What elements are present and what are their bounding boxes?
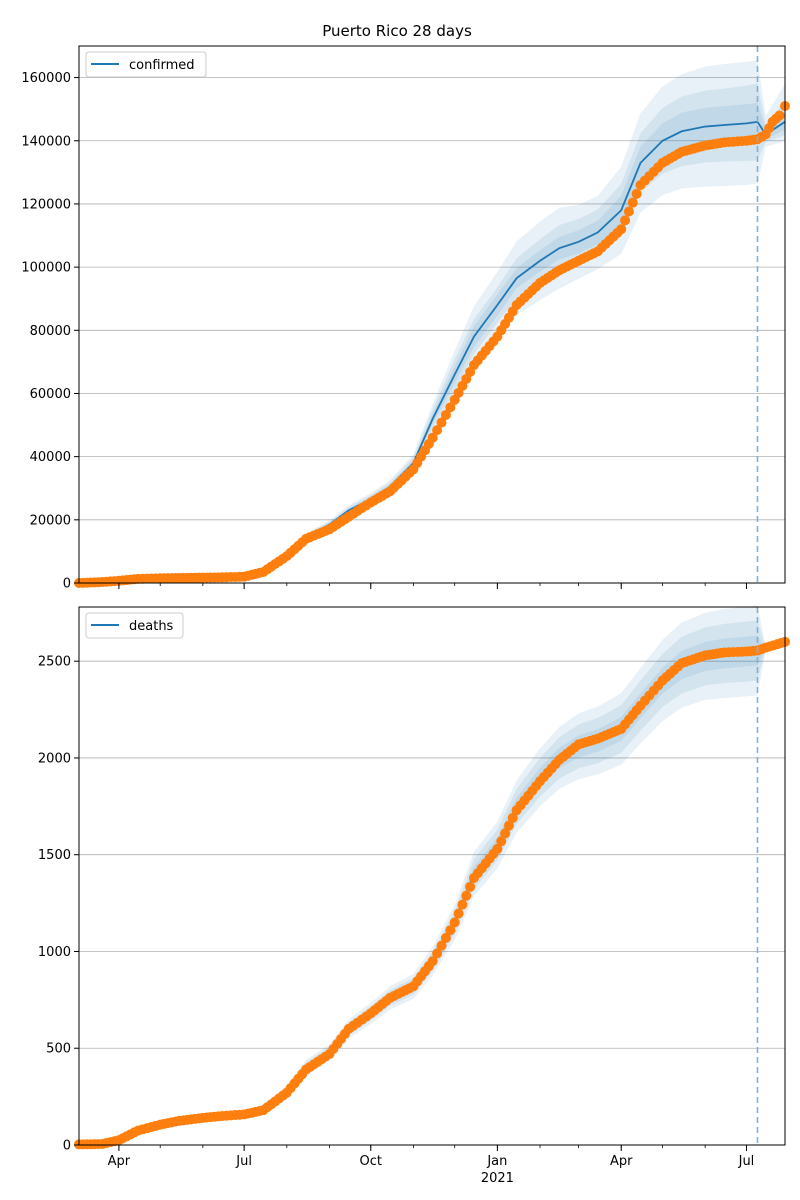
x-tick-label: Oct [360, 1154, 382, 1169]
confirmed-model [78, 120, 786, 584]
observed-point [500, 828, 511, 839]
x-tick-label: Apr [108, 1154, 131, 1169]
confirmed-legend: confirmed [85, 51, 207, 78]
observed-point [465, 881, 476, 892]
y-tick-label: 2500 [38, 655, 71, 670]
x-year-label: 2021 [481, 1171, 514, 1186]
model-line [78, 120, 786, 584]
observed-point [503, 820, 514, 831]
y-tick-label: 160000 [21, 71, 71, 86]
deaths-x-ticks: Apr Jul Oct Jan Apr Jul [108, 1145, 755, 1169]
uncertainty-band-3 [79, 635, 785, 1145]
y-tick-label: 0 [63, 577, 71, 592]
y-tick-label: 2000 [38, 751, 71, 766]
deaths-y-ticks: 0 500 1000 1500 2000 2500 [38, 655, 79, 1154]
observed-point [461, 890, 472, 901]
legend-label-deaths: deaths [129, 619, 174, 634]
y-tick-label: 80000 [30, 324, 71, 339]
y-tick-label: 100000 [21, 261, 71, 276]
observed-point [432, 948, 443, 959]
confirmed-grid [79, 77, 785, 584]
x-tick-label: Jul [235, 1154, 252, 1169]
observed-point [445, 925, 456, 936]
y-tick-label: 20000 [30, 513, 71, 528]
observed-point [440, 932, 451, 943]
uncertainty-band-2 [79, 83, 785, 583]
observed-point [457, 899, 468, 910]
confirmed-axes-frame [78, 45, 786, 584]
deaths-model [78, 640, 786, 1145]
observed-point [436, 940, 447, 951]
observed-point [427, 432, 438, 443]
confirmed-y-ticks: 0 20000 40000 60000 80000 100000 120000 140000 1… [21, 71, 79, 592]
legend-box [85, 51, 207, 78]
x-tick-label: Jan [486, 1154, 507, 1169]
observed-point [440, 409, 451, 420]
observed-point [627, 197, 638, 208]
legend-label-confirmed: confirmed [129, 58, 195, 73]
y-tick-label: 120000 [21, 197, 71, 212]
x-tick-label: Apr [610, 1154, 633, 1169]
observed-point [449, 917, 460, 928]
observed-point [453, 908, 464, 919]
uncertainty-band-1 [79, 60, 785, 583]
deaths-axes-frame [78, 606, 786, 1146]
confirmed-observed [74, 101, 790, 588]
y-tick-label: 1000 [38, 945, 71, 960]
observed-point [631, 188, 642, 199]
confirmed-panel: 0 20000 40000 60000 80000 100000 120000 140000 1… [21, 45, 790, 592]
y-tick-label: 60000 [30, 387, 71, 402]
confirmed-bands [79, 60, 785, 583]
uncertainty-band-1 [79, 605, 785, 1145]
observed-point [427, 956, 438, 967]
x-tick-label: Jul [738, 1154, 755, 1169]
chart-title: Puerto Rico 28 days [322, 22, 472, 40]
model-line [78, 640, 786, 1145]
observed-point [432, 425, 443, 436]
deaths-grid [79, 660, 785, 1146]
observed-point [507, 812, 518, 823]
observed-point [620, 215, 631, 226]
observed-point [774, 110, 785, 121]
observed-point [623, 206, 634, 217]
deaths-bands [79, 605, 785, 1145]
observed-point [616, 224, 627, 235]
y-tick-label: 1500 [38, 848, 71, 863]
legend-box [85, 612, 184, 639]
y-tick-label: 140000 [21, 134, 71, 149]
uncertainty-band-2 [79, 620, 785, 1145]
deaths-legend: deaths [85, 612, 184, 639]
y-tick-label: 40000 [30, 450, 71, 465]
observed-point [436, 417, 447, 428]
y-tick-label: 0 [63, 1139, 71, 1154]
confirmed-x-ticks [118, 583, 747, 589]
observed-point [496, 836, 507, 847]
deaths-observed [74, 636, 790, 1150]
observed-point [492, 843, 503, 854]
observed-point [445, 402, 456, 413]
y-tick-label: 500 [46, 1042, 71, 1057]
